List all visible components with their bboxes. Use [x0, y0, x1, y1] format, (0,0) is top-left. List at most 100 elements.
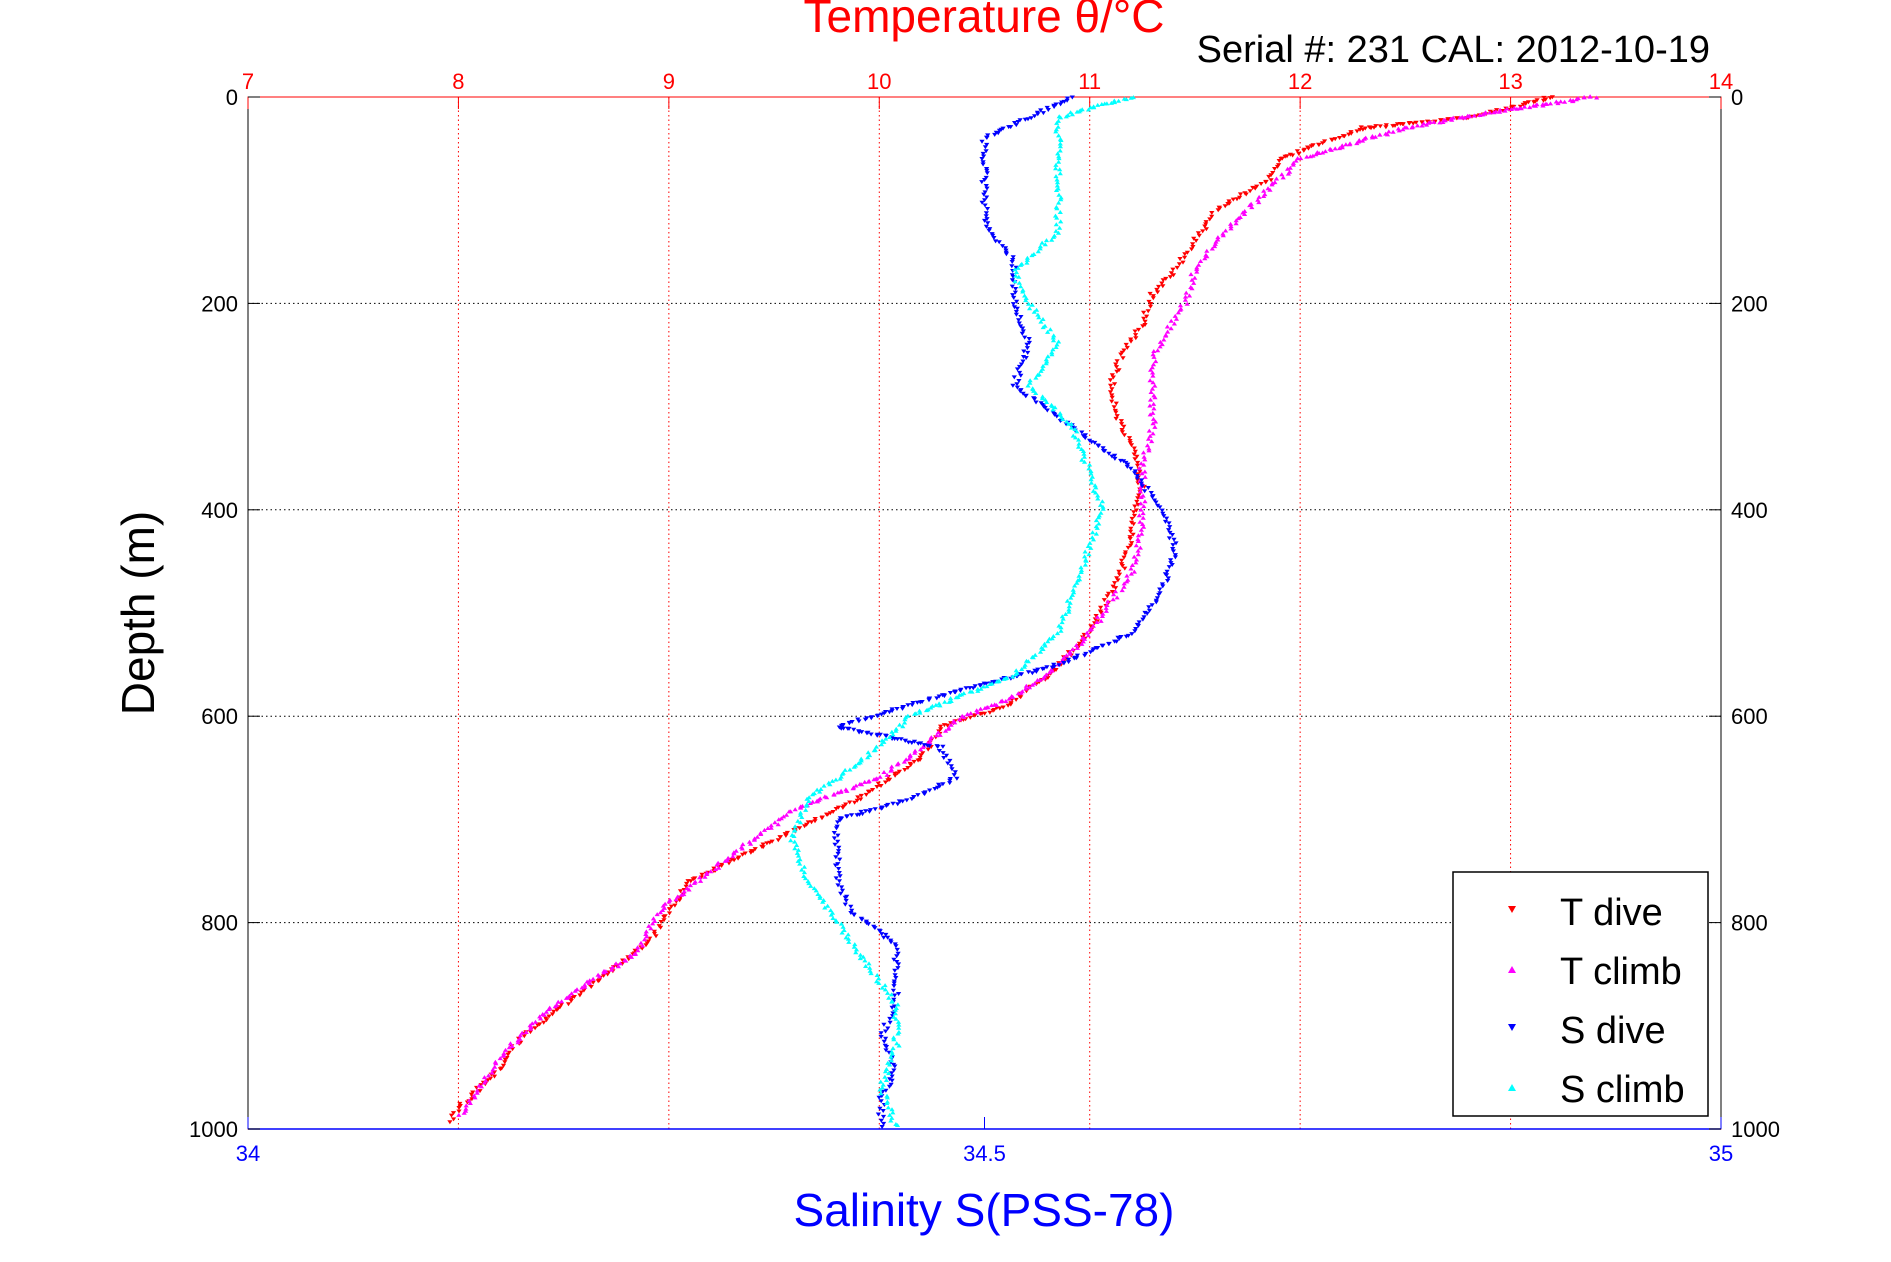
data-point — [1114, 359, 1120, 364]
data-point — [982, 178, 988, 182]
data-point — [1108, 383, 1114, 388]
data-point — [1088, 650, 1094, 655]
data-point — [523, 1030, 529, 1034]
data-point — [1083, 558, 1089, 563]
data-point — [559, 999, 565, 1004]
data-point — [1491, 110, 1497, 115]
data-point — [1111, 98, 1117, 103]
data-point — [1044, 665, 1050, 670]
data-point — [1110, 375, 1116, 380]
data-point — [1137, 519, 1143, 524]
data-point — [1540, 98, 1547, 103]
data-point — [751, 837, 757, 842]
data-point — [1280, 175, 1286, 180]
data-point — [871, 748, 877, 753]
data-point — [1040, 363, 1046, 368]
data-point — [1113, 416, 1119, 421]
data-point — [1056, 156, 1062, 161]
data-point — [1035, 249, 1041, 254]
data-point — [1104, 594, 1110, 599]
data-point — [1220, 233, 1226, 238]
data-point — [857, 952, 864, 957]
data-point — [808, 883, 814, 888]
data-point — [918, 747, 924, 752]
data-point — [840, 726, 847, 731]
data-point — [640, 943, 646, 948]
data-point — [1148, 390, 1154, 394]
data-point — [1003, 248, 1009, 253]
data-point — [1053, 174, 1059, 179]
data-point — [801, 870, 807, 875]
data-point — [505, 1052, 511, 1057]
data-point — [984, 171, 990, 176]
data-point — [1141, 615, 1147, 620]
data-point — [878, 1079, 884, 1084]
data-point — [666, 907, 672, 912]
data-point — [1142, 499, 1148, 504]
data-point — [942, 699, 948, 704]
data-point — [792, 846, 798, 851]
data-point — [1502, 108, 1508, 113]
data-point — [1025, 383, 1031, 388]
data-point — [1114, 369, 1120, 374]
data-point — [1045, 108, 1051, 112]
data-point — [928, 735, 934, 740]
data-point — [1146, 446, 1152, 451]
data-point — [1011, 295, 1017, 300]
data-point — [1049, 665, 1055, 670]
data-point — [1155, 290, 1161, 295]
data-point — [1013, 309, 1019, 314]
data-point — [1186, 293, 1193, 298]
data-point — [1012, 279, 1018, 284]
data-point — [880, 1109, 886, 1113]
data-point — [892, 1011, 898, 1016]
data-point — [1141, 454, 1147, 459]
data-point — [863, 792, 869, 797]
data-point — [784, 830, 790, 835]
data-point — [1215, 235, 1221, 240]
data-point — [1384, 132, 1391, 137]
data-point — [982, 218, 988, 223]
series-t-dive — [447, 95, 1555, 1125]
data-point — [1124, 345, 1130, 350]
data-point — [492, 1064, 498, 1069]
data-point — [1115, 578, 1121, 583]
data-point — [902, 720, 908, 725]
data-point — [843, 898, 849, 903]
data-point — [1049, 668, 1055, 673]
data-point — [848, 911, 854, 915]
data-point — [648, 926, 654, 931]
data-point — [805, 820, 811, 825]
data-point — [825, 812, 831, 817]
data-point — [1123, 634, 1129, 639]
data-point — [1139, 471, 1145, 476]
data-point — [1196, 262, 1202, 267]
data-point — [994, 703, 1000, 707]
data-point — [1054, 183, 1060, 188]
data-point — [739, 846, 745, 851]
data-point — [1053, 162, 1059, 167]
data-point — [827, 811, 833, 816]
data-point — [1047, 327, 1053, 332]
data-point — [799, 867, 805, 872]
data-point — [855, 795, 861, 800]
data-point — [850, 786, 856, 791]
data-point — [821, 783, 827, 788]
data-point — [1033, 391, 1039, 395]
data-point — [947, 691, 953, 695]
data-point — [934, 785, 941, 790]
data-point — [1121, 424, 1127, 429]
data-point — [975, 688, 981, 693]
data-point — [1237, 192, 1244, 197]
data-point — [1170, 267, 1176, 272]
data-point — [877, 1106, 883, 1111]
data-point — [1019, 331, 1025, 336]
data-point — [884, 1095, 890, 1100]
data-point — [551, 1009, 557, 1014]
data-point — [515, 1038, 521, 1043]
data-point — [1151, 401, 1157, 406]
data-point — [1530, 103, 1537, 108]
data-point — [891, 1004, 897, 1009]
data-point — [877, 1087, 883, 1092]
data-point — [654, 912, 660, 917]
